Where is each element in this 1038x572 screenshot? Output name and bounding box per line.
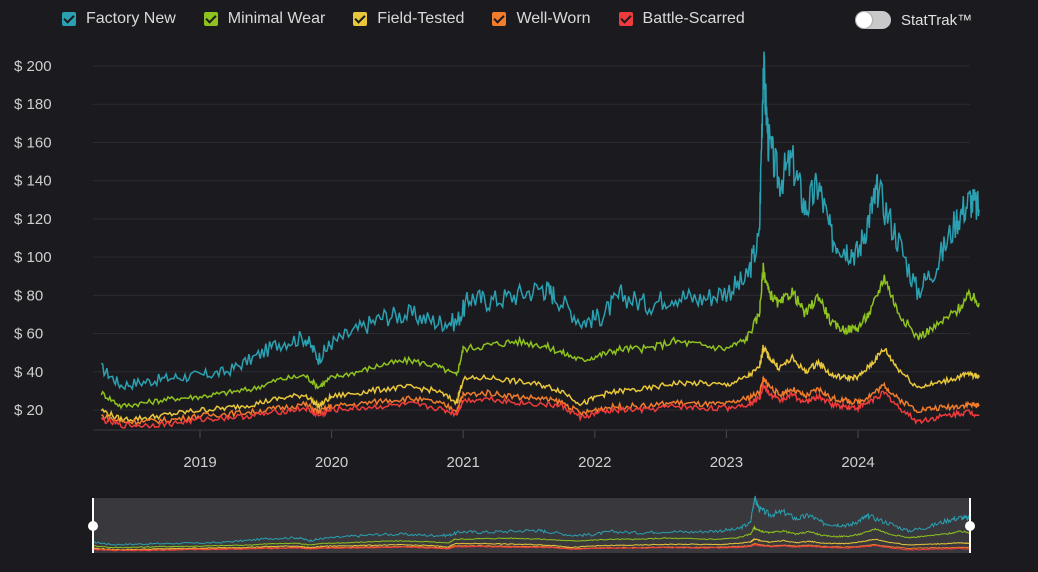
- stattrak-toggle-group[interactable]: StatTrak™: [855, 11, 972, 29]
- checkbox-icon: [353, 12, 368, 26]
- navigator-series-line: [92, 543, 971, 552]
- legend-item-well-worn[interactable]: Well-Worn: [492, 10, 591, 28]
- checkbox-icon: [62, 12, 76, 26]
- navigator-series-line: [92, 495, 971, 546]
- y-tick-label: $ 200: [14, 58, 52, 75]
- legend-item-battle-scarred[interactable]: Battle-Scarred: [618, 10, 745, 28]
- legend-label: Well-Worn: [516, 10, 591, 27]
- x-tick-label: 2023: [710, 454, 743, 471]
- grid-lines: [93, 65, 970, 411]
- checkbox-icon: [492, 12, 507, 26]
- x-tick-label: 2020: [315, 454, 348, 471]
- navigator-series-line: [92, 524, 971, 549]
- legend-label: Field-Tested: [377, 10, 465, 27]
- y-tick-label: $ 60: [14, 326, 43, 343]
- x-tick-label: 2022: [578, 454, 611, 471]
- stattrak-label: StatTrak™: [901, 11, 973, 29]
- series-line-field-tested[interactable]: [100, 344, 980, 425]
- y-axis-ticks: $ 20 $ 40 $ 60 $ 80 $ 100 $ 120 $ 140 $ 160 $ 18…: [14, 58, 52, 419]
- y-tick-label: $ 180: [14, 96, 52, 113]
- legend-label: Minimal Wear: [227, 10, 326, 27]
- chart-legend: Factory New Minimal Wear Field-Tested Well-…: [62, 10, 773, 28]
- series-line-factory-new[interactable]: [100, 51, 980, 391]
- navigator-right-handle[interactable]: [965, 521, 975, 531]
- x-axis-ticks: 2019 2020 2021 2022 2023 2024: [93, 429, 970, 471]
- x-tick-label: 2021: [447, 454, 480, 471]
- legend-item-field-tested[interactable]: Field-Tested: [353, 10, 464, 28]
- y-tick-label: $ 100: [14, 249, 52, 266]
- toggle-knob: [856, 12, 872, 28]
- stattrak-toggle[interactable]: [855, 11, 891, 29]
- checkbox-icon: [203, 12, 218, 26]
- range-navigator[interactable]: [88, 495, 975, 553]
- navigator-left-handle[interactable]: [88, 521, 98, 531]
- y-tick-label: $ 20: [14, 402, 43, 419]
- legend-item-minimal-wear[interactable]: Minimal Wear: [203, 10, 326, 28]
- series-lines: [100, 51, 980, 429]
- y-tick-label: $ 80: [14, 287, 43, 304]
- checkbox-icon: [618, 12, 633, 26]
- series-line-minimal-wear[interactable]: [100, 262, 980, 410]
- x-tick-label: 2019: [183, 454, 216, 471]
- legend-label: Battle-Scarred: [642, 10, 745, 27]
- x-tick-label: 2024: [841, 454, 874, 471]
- series-line-battle-scarred[interactable]: [100, 383, 980, 429]
- y-tick-label: $ 40: [14, 364, 43, 381]
- y-tick-label: $ 140: [14, 173, 52, 190]
- y-tick-label: $ 160: [14, 134, 52, 151]
- legend-item-factory-new[interactable]: Factory New: [62, 10, 176, 28]
- navigator-series-line: [92, 537, 971, 551]
- legend-label: Factory New: [86, 10, 176, 27]
- y-tick-label: $ 120: [14, 211, 52, 228]
- series-line-well-worn[interactable]: [101, 375, 980, 426]
